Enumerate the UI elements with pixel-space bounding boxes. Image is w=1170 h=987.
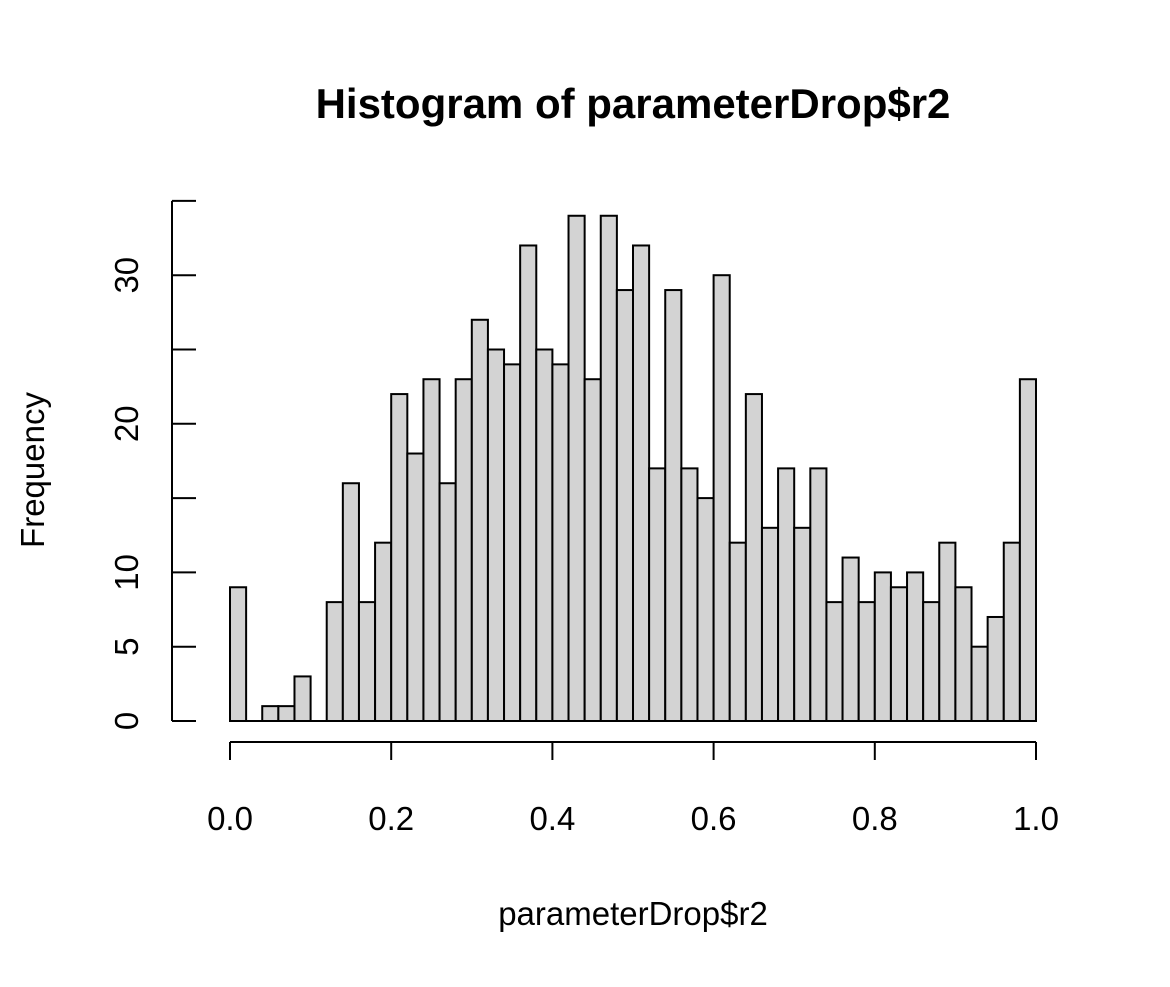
histogram-bar: [261, 705, 280, 723]
histogram-bar: [293, 675, 312, 722]
y-axis-label: Frequency: [14, 392, 51, 548]
histogram-bar: [648, 467, 667, 722]
histogram-bar: [454, 378, 473, 722]
histogram-bar: [664, 289, 683, 722]
histogram-bar: [406, 452, 425, 722]
histogram-bar: [599, 214, 618, 722]
histogram-bar: [470, 318, 489, 722]
histogram-bar: [438, 482, 457, 722]
histogram-bar: [357, 601, 377, 722]
histogram-bar: [325, 601, 344, 722]
histogram-bar: [486, 348, 506, 722]
y-tick-label: 30: [108, 257, 145, 294]
histogram-bar: [696, 497, 715, 722]
y-tick-label: 5: [108, 638, 145, 656]
histogram-bar: [712, 274, 731, 722]
x-tick-label: 0.0: [207, 800, 253, 837]
histogram-bar: [1002, 541, 1021, 722]
histogram-bar: [986, 615, 1005, 722]
x-tick-label: 1.0: [1013, 800, 1059, 837]
bars-group: [229, 214, 1038, 723]
histogram-bar: [760, 526, 780, 722]
chart-title: Histogram of parameterDrop$r2: [316, 80, 951, 127]
y-axis: 0 5 10 20 30: [108, 199, 196, 730]
histogram-bar: [583, 378, 602, 722]
histogram-bar: [567, 214, 586, 722]
histogram-bar: [777, 467, 796, 722]
x-tick-label: 0.2: [368, 800, 414, 837]
histogram-bar: [341, 482, 360, 722]
histogram-bar: [535, 348, 554, 722]
histogram-bar: [374, 541, 393, 722]
histogram-bar: [390, 393, 409, 722]
histogram-bar: [744, 393, 763, 722]
histogram-bar: [793, 526, 812, 722]
x-axis-label: parameterDrop$r2: [498, 895, 768, 932]
histogram-bar: [922, 601, 941, 722]
histogram-bar: [680, 467, 699, 722]
histogram-bar: [503, 363, 522, 722]
histogram-bar: [825, 601, 844, 722]
x-tick-label: 0.6: [691, 800, 737, 837]
histogram-bar: [615, 289, 635, 722]
y-tick-label: 10: [108, 554, 145, 591]
histogram-bar: [857, 601, 876, 722]
histogram-bar: [551, 363, 570, 722]
histogram-bar: [970, 645, 989, 723]
histogram-bar: [229, 586, 248, 723]
histogram-bar: [889, 586, 909, 723]
y-tick-label: 20: [108, 405, 145, 442]
x-tick-label: 0.4: [529, 800, 575, 837]
histogram-bar: [906, 571, 925, 723]
histogram-bar: [873, 571, 892, 723]
histogram-bar: [954, 586, 973, 723]
histogram-bar: [519, 244, 538, 722]
histogram-bar: [422, 378, 441, 722]
histogram-bar: [809, 467, 828, 722]
y-tick-label: 0: [108, 712, 145, 730]
histogram-bar: [1018, 378, 1038, 722]
histogram-bar: [277, 705, 296, 723]
histogram-bar: [938, 541, 957, 722]
x-axis: 0.0 0.2 0.4 0.6 0.8 1.0: [207, 741, 1059, 837]
histogram-bar: [728, 541, 747, 722]
x-tick-label: 0.8: [852, 800, 898, 837]
histogram-bar: [632, 244, 651, 722]
histogram-bar: [841, 556, 860, 722]
